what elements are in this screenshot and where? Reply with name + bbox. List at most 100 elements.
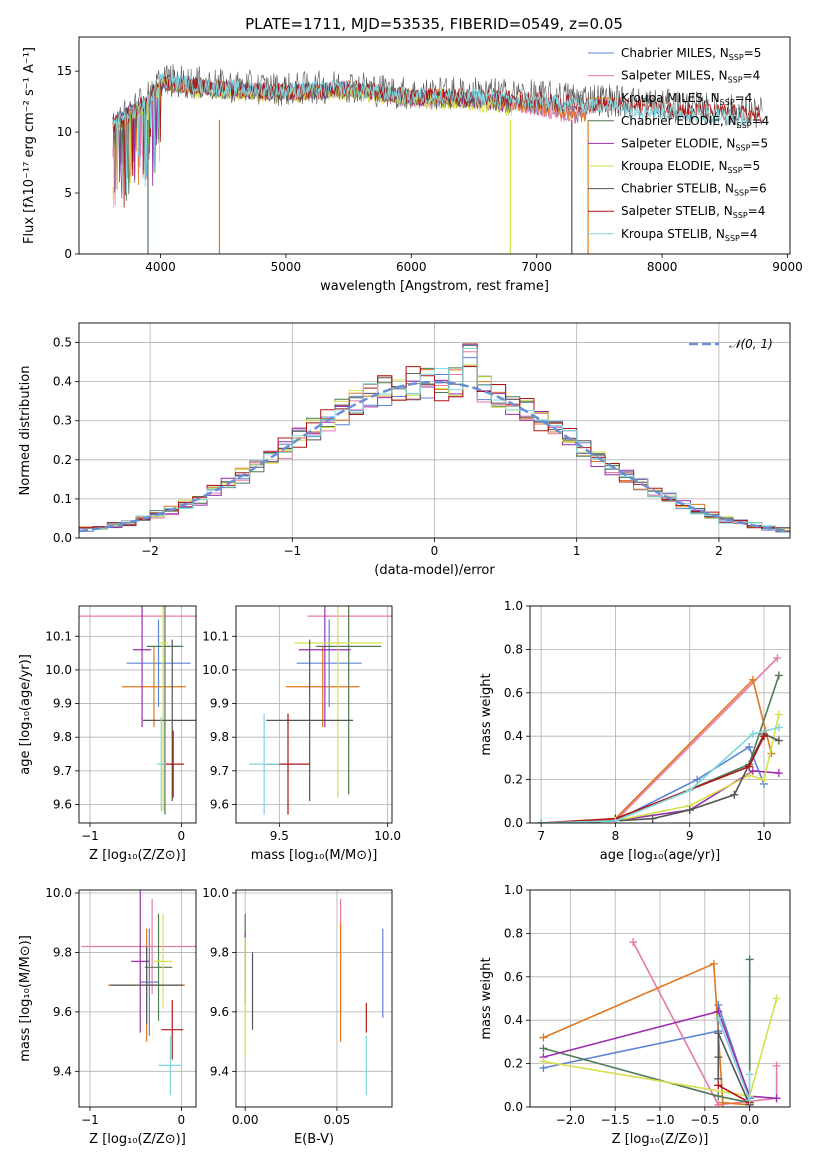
axes-frame	[78, 36, 791, 255]
weight-marker	[714, 1092, 723, 1101]
x-tick-label: 5000	[271, 260, 302, 274]
plot-area	[249, 606, 392, 815]
x-tick-label: −0.5	[690, 1113, 719, 1127]
y-tick-label: 9.7	[53, 764, 72, 778]
x-tick-label: 7000	[521, 260, 552, 274]
y-tick-label: 9.4	[210, 1064, 229, 1078]
weight-line	[543, 959, 751, 1104]
error-bar-point	[266, 639, 353, 802]
weight-marker	[718, 1098, 727, 1107]
panel-age-vs-mass: 9.5 10.0 9.6 9.7 9.8 9.9 10.0 10.1 mass [log₁₀(M…	[202, 605, 401, 863]
x-tick-label: −2	[141, 544, 159, 558]
x-tick-label: −1.0	[645, 1113, 674, 1127]
legend-label: Kroupa ELODIE, NSSP=5	[621, 159, 760, 175]
panel-weight-vs-age: 7 8 9 10 0.0 0.2 0.4 0.6 0.8 1.0 age [log₁₀(age/yr…	[479, 599, 791, 863]
weight-marker	[772, 1061, 781, 1070]
y-tick-label: 10.0	[202, 663, 229, 677]
y-tick-label: 0.0	[504, 1100, 523, 1114]
legend-label: Kroupa MILES, NSSP=4	[621, 91, 752, 107]
legend-label: Chabrier STELIB, NSSP=6	[621, 182, 767, 198]
weight-marker	[685, 786, 694, 795]
error-bar-point	[285, 646, 360, 728]
weight-marker	[648, 814, 657, 823]
panel-residuals: −2 −1 0 1 2 0.0 0.1 0.2 0.3 0.4 0.5 (data-model)/er…	[18, 322, 791, 578]
x-tick-label: 7	[537, 829, 545, 843]
weight-marker	[772, 994, 781, 1003]
y-tick-label: 0.3	[53, 414, 72, 428]
y-tick-label: 9.4	[53, 1064, 72, 1078]
axes-frame	[235, 889, 393, 1108]
y-tick-label: 9.8	[53, 730, 72, 744]
y-tick-label: 0.5	[53, 336, 72, 350]
y-axis-label: mass [log₁₀(M/M⊙)]	[18, 935, 33, 1062]
x-tick-label: 2	[715, 544, 723, 558]
x-axis-label: E(B-V)	[294, 1132, 334, 1147]
y-tick-label: 9.8	[210, 945, 229, 959]
weight-line	[541, 735, 765, 823]
error-bar-point	[132, 606, 152, 728]
y-tick-label: 0.0	[53, 531, 72, 545]
y-tick-label: 9.9	[53, 697, 72, 711]
weight-marker	[748, 730, 757, 739]
weight-marker	[539, 1044, 548, 1053]
weight-marker	[709, 959, 718, 968]
plot-area	[537, 654, 783, 823]
error-bar-point	[110, 946, 184, 1024]
plot-area	[244, 898, 384, 1096]
y-tick-label: 0.8	[504, 926, 523, 940]
spectrum-legend: Chabrier MILES, NSSP=5 Salpeter MILES, NS…	[588, 46, 769, 243]
y-tick-label: 0.2	[504, 773, 523, 787]
weight-marker	[629, 938, 638, 947]
weight-series	[714, 1014, 754, 1105]
y-tick-label: 9.7	[210, 764, 229, 778]
error-bar-point	[158, 606, 168, 812]
weight-marker	[745, 1070, 754, 1079]
weight-marker	[611, 816, 620, 823]
weight-marker	[748, 675, 757, 684]
panel-mass-vs-EBV: 0.00 0.05 9.4 9.6 9.8 10.0 E(B-V)	[202, 886, 393, 1147]
weight-marker	[693, 775, 702, 784]
x-tick-label: 9	[686, 829, 694, 843]
x-tick-label: 10.0	[374, 829, 401, 843]
weight-line	[717, 1084, 751, 1104]
y-tick-label: 15	[57, 64, 72, 78]
y-axis-label: Normed distribution	[18, 366, 33, 496]
y-axis-label: mass weight	[479, 673, 494, 755]
weight-line	[541, 678, 773, 823]
y-tick-label: 0.4	[504, 729, 523, 743]
x-axis-label: age [log₁₀(age/yr)]	[600, 848, 721, 863]
weight-series	[537, 710, 783, 823]
error-bar-point	[140, 928, 159, 1036]
x-tick-label: 0	[178, 1113, 186, 1127]
y-tick-label: 10.0	[45, 886, 72, 900]
weight-marker	[539, 1033, 548, 1042]
plot-area	[79, 343, 790, 533]
weight-marker	[745, 1096, 754, 1105]
legend-label: 𝒩(0, 1)	[729, 337, 773, 351]
y-tick-label: 1.0	[504, 599, 523, 613]
y-axis-label: Flux [fλ10⁻¹⁷ erg cm⁻² s⁻¹ A⁻¹]	[22, 47, 37, 244]
weight-marker	[714, 1100, 723, 1107]
x-tick-label: 0.05	[324, 1113, 351, 1127]
y-axis-label: mass weight	[479, 957, 494, 1039]
y-axis-label: age [log₁₀(age/yr)]	[18, 654, 33, 775]
error-bar-point	[161, 999, 184, 1060]
x-tick-label: 9.5	[270, 829, 289, 843]
axes-frame	[78, 605, 197, 824]
weight-marker	[760, 775, 768, 784]
weight-marker	[772, 1094, 781, 1103]
y-tick-label: 10.1	[202, 629, 229, 643]
y-tick-label: 9.8	[53, 945, 72, 959]
x-tick-label: −2.0	[556, 1113, 585, 1127]
error-bar-point	[81, 898, 196, 995]
y-tick-label: 9.8	[210, 730, 229, 744]
spectrum-line	[112, 73, 750, 193]
y-tick-label: 0.8	[504, 642, 523, 656]
error-bar-point	[156, 717, 166, 812]
panel-spectrum: 4000 5000 6000 7000 8000 9000 0 5 10 15 wavelength…	[22, 36, 803, 294]
x-axis-label: (data-model)/error	[374, 563, 495, 578]
x-tick-label: −1.5	[601, 1113, 630, 1127]
weight-marker	[714, 1014, 723, 1023]
weight-marker	[714, 1029, 723, 1038]
x-tick-label: −1	[81, 829, 99, 843]
